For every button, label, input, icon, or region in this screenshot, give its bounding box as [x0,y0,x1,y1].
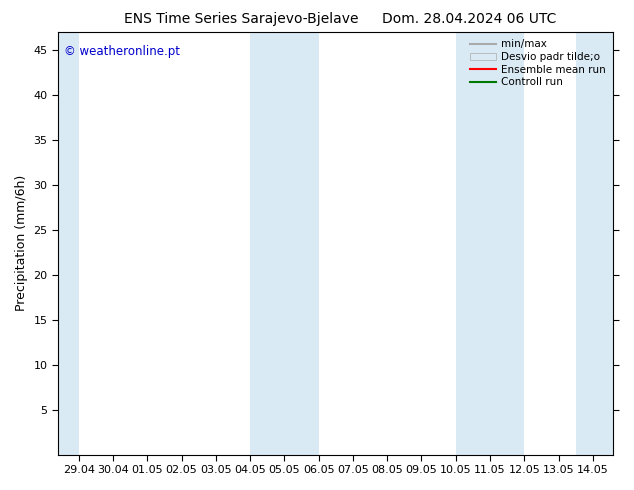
Bar [576,32,614,455]
Text: ENS Time Series Sarajevo-Bjelave: ENS Time Series Sarajevo-Bjelave [124,12,358,26]
Legend: min/max, Desvio padr tilde;o, Ensemble mean run, Controll run: min/max, Desvio padr tilde;o, Ensemble m… [468,37,608,89]
Bar [58,32,79,455]
Bar [250,32,319,455]
Text: Dom. 28.04.2024 06 UTC: Dom. 28.04.2024 06 UTC [382,12,557,26]
Bar [456,32,524,455]
Text: © weatheronline.pt: © weatheronline.pt [63,45,179,58]
Y-axis label: Precipitation (mm/6h): Precipitation (mm/6h) [15,175,28,312]
